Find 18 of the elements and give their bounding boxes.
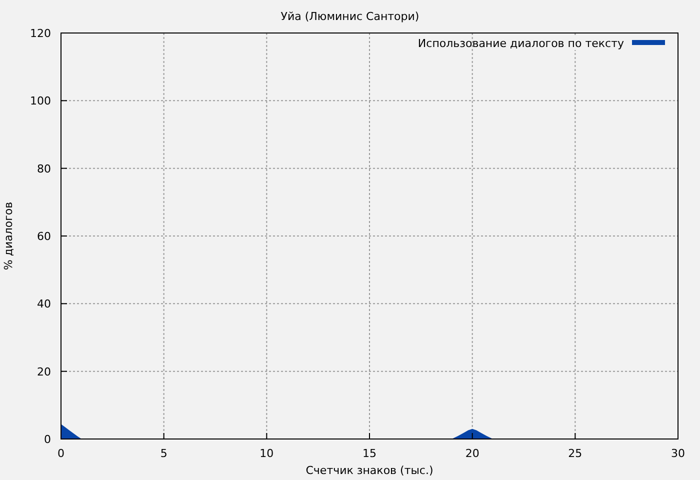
y-tick-label: 100 bbox=[30, 94, 51, 108]
y-tick-label: 120 bbox=[30, 27, 51, 40]
y-tick-label: 60 bbox=[37, 230, 51, 243]
x-tick-label: 5 bbox=[160, 447, 168, 460]
y-tick-label: 40 bbox=[37, 298, 51, 311]
x-tick-label: 20 bbox=[465, 447, 480, 460]
chart-title: Уйа (Люминис Сантори) bbox=[280, 10, 420, 23]
x-tick-label: 30 bbox=[671, 447, 685, 460]
y-tick-label: 80 bbox=[37, 162, 51, 176]
x-axis-title: Счетчик знаков (тыс.) bbox=[306, 464, 434, 477]
y-tick-label: 20 bbox=[37, 365, 51, 378]
y-tick-label: 0 bbox=[44, 433, 51, 446]
x-tick-label: 0 bbox=[58, 447, 64, 460]
legend-label: Использование диалогов по тексту bbox=[418, 37, 624, 50]
x-tick-label: 15 bbox=[362, 447, 376, 460]
x-tick-label: 10 bbox=[260, 447, 274, 460]
y-axis-title: % диалогов bbox=[2, 202, 15, 270]
x-tick-label: 25 bbox=[568, 447, 582, 460]
